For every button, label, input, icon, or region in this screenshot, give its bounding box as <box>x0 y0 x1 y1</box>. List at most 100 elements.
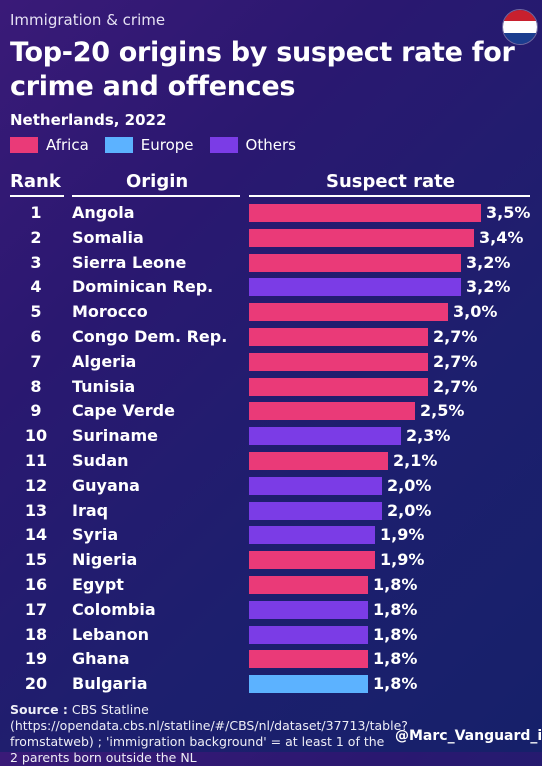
value-label: 3,0% <box>453 302 498 322</box>
bar-cape-verde <box>249 402 415 421</box>
rank-label: 2 <box>30 227 42 247</box>
column-header-rank: Rank <box>10 171 61 192</box>
netherlands-flag-icon <box>502 9 538 45</box>
bar-congo-dem-rep <box>249 328 428 346</box>
legend-swatch-europe <box>104 137 133 153</box>
origin-label: Syria <box>72 525 119 545</box>
table-row: 18 Lebanon 1,8% <box>0 623 542 647</box>
legend-swatch-africa <box>10 137 38 153</box>
column-header-rate: Suspect rate <box>326 171 455 192</box>
rank-label: 16 <box>24 575 48 594</box>
origin-label: Bulgaria <box>72 674 148 694</box>
table-row: 17 Colombia 1,8% <box>0 598 542 622</box>
rank-label: 5 <box>30 302 42 322</box>
rank-label: 9 <box>30 401 42 421</box>
supertitle: Immigration & crime <box>10 11 166 29</box>
author-handle: @Marc_Vanguard_i <box>395 728 542 744</box>
table-row: 8 Tunisia 2,7% <box>0 375 542 399</box>
rank-label: 8 <box>30 376 42 396</box>
bar-morocco <box>249 303 448 322</box>
table-row: 1 Angola 3,5% <box>0 201 542 225</box>
rank-label: 10 <box>24 426 48 446</box>
rank-label: 7 <box>30 351 42 371</box>
chart-title: Top-20 origins by suspect rate for crime… <box>10 37 515 102</box>
bar-egypt <box>249 576 368 594</box>
origin-label: Cape Verde <box>72 401 175 421</box>
value-label: 1,8% <box>373 599 418 619</box>
rank-label: 6 <box>30 327 42 346</box>
value-label: 2,5% <box>420 401 465 421</box>
value-label: 2,3% <box>406 426 451 446</box>
rank-label: 4 <box>30 277 42 297</box>
rank-label: 14 <box>24 525 48 545</box>
bar-nigeria <box>249 551 375 570</box>
table-row: 15 Nigeria 1,9% <box>0 548 542 572</box>
legend-label-africa: Africa <box>46 136 89 154</box>
rank-label: 13 <box>24 500 48 520</box>
origin-label: Somalia <box>72 227 144 247</box>
column-header-origin: Origin <box>126 171 189 192</box>
value-label: 3,4% <box>479 227 524 247</box>
rank-label: 3 <box>30 252 42 272</box>
table-row: 7 Algeria 2,7% <box>0 350 542 374</box>
table-row: 16 Egypt 1,8% <box>0 573 542 597</box>
table-row: 13 Iraq 2,0% <box>0 499 542 523</box>
source-text: CBS Statline (https://opendata.cbs.nl/st… <box>10 702 408 765</box>
value-label: 3,2% <box>466 252 511 272</box>
bar-sudan <box>249 452 388 470</box>
value-label: 1,8% <box>373 674 418 694</box>
table-row: 9 Cape Verde 2,5% <box>0 399 542 423</box>
value-label: 1,9% <box>380 525 425 545</box>
table-row: 6 Congo Dem. Rep. 2,7% <box>0 325 542 349</box>
origin-label: Sudan <box>72 451 129 470</box>
origin-label: Nigeria <box>72 550 138 570</box>
table-row: 20 Bulgaria 1,8% <box>0 672 542 696</box>
value-label: 1,8% <box>373 624 418 644</box>
value-label: 3,2% <box>466 277 511 297</box>
value-label: 1,9% <box>380 550 425 570</box>
legend-item-others: Others <box>209 136 296 154</box>
value-label: 1,8% <box>373 575 418 594</box>
bar-angola <box>249 204 481 222</box>
value-label: 2,0% <box>387 475 432 495</box>
value-label: 2,7% <box>433 327 478 346</box>
bar-suriname <box>249 427 401 446</box>
table-row: 3 Sierra Leone 3,2% <box>0 251 542 275</box>
legend: Africa Europe Others <box>10 135 312 155</box>
bar-lebanon <box>249 625 368 644</box>
rank-label: 19 <box>24 649 48 669</box>
rank-label: 1 <box>30 203 42 222</box>
table-row: 12 Guyana 2,0% <box>0 474 542 498</box>
legend-item-africa: Africa <box>10 136 89 154</box>
header-underline-rank <box>10 195 64 197</box>
rank-label: 11 <box>24 451 48 470</box>
rank-label: 20 <box>24 674 48 694</box>
bar-somalia <box>249 228 474 247</box>
value-label: 2,0% <box>387 500 432 520</box>
origin-label: Congo Dem. Rep. <box>72 327 228 346</box>
source-label: Source : <box>10 702 68 717</box>
legend-swatch-others <box>209 137 238 153</box>
bar-colombia <box>249 600 368 619</box>
origin-label: Guyana <box>72 475 140 495</box>
bar-dominican-rep <box>249 278 461 297</box>
origin-label: Tunisia <box>72 376 136 396</box>
rank-label: 18 <box>24 624 48 644</box>
value-label: 2,7% <box>433 351 478 371</box>
origin-label: Morocco <box>72 302 148 322</box>
origin-label: Egypt <box>72 575 124 594</box>
bar-ghana <box>249 650 368 669</box>
origin-label: Lebanon <box>72 624 150 644</box>
bar-iraq <box>249 501 382 520</box>
rank-label: 15 <box>24 550 48 570</box>
legend-label-europe: Europe <box>140 136 194 154</box>
table-row: 4 Dominican Rep. 3,2% <box>0 275 542 299</box>
table-row: 19 Ghana 1,8% <box>0 647 542 671</box>
origin-label: Angola <box>72 203 135 222</box>
rank-label: 12 <box>24 475 48 495</box>
bar-bulgaria <box>249 675 368 694</box>
bar-tunisia <box>249 377 428 396</box>
bar-guyana <box>249 476 382 495</box>
bar-algeria <box>249 352 428 371</box>
header-underline-rate <box>249 195 530 197</box>
